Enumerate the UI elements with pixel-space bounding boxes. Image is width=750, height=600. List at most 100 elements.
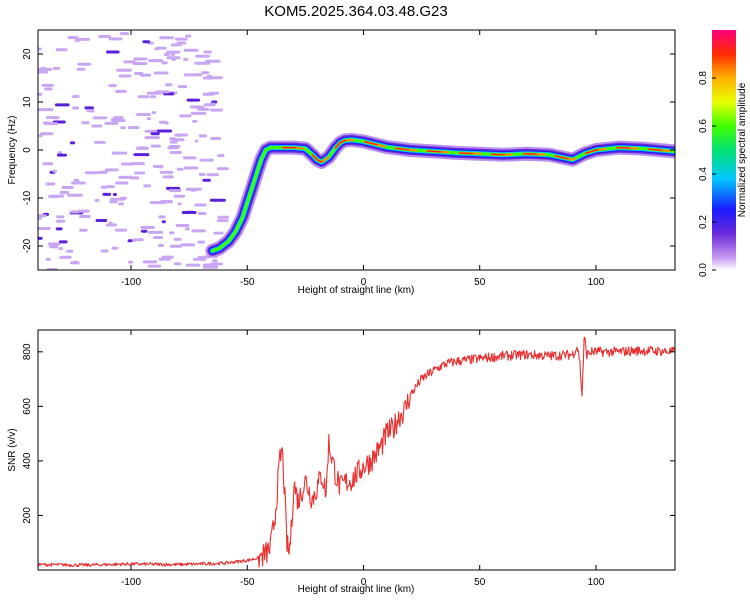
noise-speckle	[72, 260, 79, 264]
noise-speckle	[126, 175, 133, 179]
spectrogram-signal-track	[205, 132, 675, 258]
noise-speckle	[155, 90, 170, 94]
noise-speckle	[127, 126, 140, 130]
noise-speckle	[58, 240, 68, 244]
noise-speckle	[191, 229, 206, 233]
noise-speckle	[209, 102, 216, 106]
snr-x-tick-label: -50	[240, 577, 255, 588]
noise-speckle	[81, 121, 90, 125]
noise-speckle	[165, 83, 173, 87]
noise-speckle	[169, 189, 182, 193]
noise-speckle	[151, 111, 157, 115]
noise-speckle	[66, 249, 74, 253]
noise-speckle	[111, 151, 128, 155]
noise-speckle	[52, 66, 61, 70]
noise-speckle	[109, 200, 118, 204]
noise-speckle	[170, 52, 175, 56]
noise-speckle	[69, 141, 76, 145]
noise-speckle	[127, 260, 134, 264]
noise-speckle	[162, 175, 174, 179]
noise-speckle	[177, 85, 188, 89]
noise-speckle	[146, 117, 152, 121]
noise-speckle	[195, 54, 210, 58]
noise-speckle	[38, 214, 47, 218]
noise-speckle	[55, 227, 63, 231]
noise-speckle	[167, 146, 180, 150]
noise-speckle	[120, 126, 126, 130]
noise-speckle	[97, 170, 108, 174]
noise-speckle	[136, 113, 151, 117]
colorbar-ticks: 0.0 0.2 0.4 0.6 0.8	[698, 71, 716, 277]
noise-speckle	[84, 171, 99, 175]
colorbar-tick-label: 0.4	[698, 167, 709, 181]
noise-speckle	[213, 231, 224, 235]
noise-speckle	[38, 236, 43, 240]
noise-speckle	[44, 87, 53, 91]
noise-speckle	[42, 162, 54, 166]
noise-speckle	[38, 227, 51, 231]
noise-speckle	[192, 119, 198, 123]
noise-speckle	[98, 34, 112, 38]
noise-speckle	[217, 215, 230, 219]
noise-speckle	[216, 167, 229, 171]
noise-speckle	[143, 184, 152, 188]
noise-speckle	[176, 167, 184, 171]
colorbar-tick-label: 0.8	[698, 71, 709, 85]
noise-speckle	[159, 36, 174, 40]
noise-speckle	[41, 83, 54, 87]
noise-speckle	[203, 50, 212, 54]
snr-y-tick-label: 400	[22, 452, 33, 469]
noise-speckle	[72, 106, 80, 110]
noise-speckle	[56, 215, 65, 219]
noise-speckle	[105, 223, 118, 227]
noise-speckle	[71, 94, 80, 98]
noise-speckle	[92, 116, 108, 120]
noise-speckle	[74, 38, 80, 42]
spectrogram-x-tick-label: 100	[588, 277, 605, 288]
noise-speckle	[110, 117, 116, 121]
spectrogram-x-tick-label: 0	[361, 277, 367, 288]
noise-speckle	[102, 192, 112, 196]
noise-speckle	[154, 47, 159, 51]
noise-speckle	[185, 34, 192, 38]
noise-speckle	[185, 263, 201, 267]
noise-speckle	[108, 221, 113, 225]
noise-speckle	[183, 57, 189, 61]
noise-speckle	[144, 136, 160, 140]
snr-panel: -100 -50 0 50 100 200 400 600 800 Height of str…	[7, 329, 676, 595]
spectrogram-y-tick-label: 0	[22, 147, 33, 153]
noise-speckle	[197, 256, 205, 260]
noise-speckle	[183, 48, 199, 52]
noise-speckle	[158, 215, 166, 219]
noise-speckle	[157, 243, 164, 247]
spectrogram-x-tick-label: -100	[121, 277, 141, 288]
noise-speckle	[199, 134, 206, 138]
noise-speckle	[189, 105, 201, 109]
noise-speckle	[169, 140, 178, 144]
noise-speckle	[169, 151, 182, 155]
noise-speckle	[73, 178, 80, 182]
noise-speckle	[206, 173, 219, 177]
noise-speckle	[56, 153, 67, 157]
noise-speckle	[150, 132, 160, 136]
noise-speckle	[58, 247, 64, 251]
noise-speckle	[217, 154, 225, 158]
noise-speckle	[55, 48, 68, 52]
noise-speckle	[120, 162, 135, 166]
spectrogram-y-label: Frequency (Hz)	[7, 116, 18, 185]
noise-speckle	[202, 76, 215, 80]
noise-speckle	[161, 220, 166, 224]
spectrogram-y-tick-label: -20	[22, 238, 33, 253]
snr-x-ticks: -100 -50 0 50 100	[121, 330, 605, 588]
noise-speckle	[158, 120, 168, 124]
noise-speckle	[78, 214, 91, 218]
snr-y-ticks: 200 400 600 800	[22, 343, 675, 524]
noise-speckle	[67, 193, 83, 197]
noise-speckle	[194, 203, 207, 207]
colorbar-tick-label: 0.0	[698, 263, 709, 277]
spectrogram-x-tick-label: 50	[474, 277, 486, 288]
noise-speckle	[148, 59, 164, 63]
noise-speckle	[137, 95, 150, 99]
noise-speckle	[205, 59, 221, 63]
